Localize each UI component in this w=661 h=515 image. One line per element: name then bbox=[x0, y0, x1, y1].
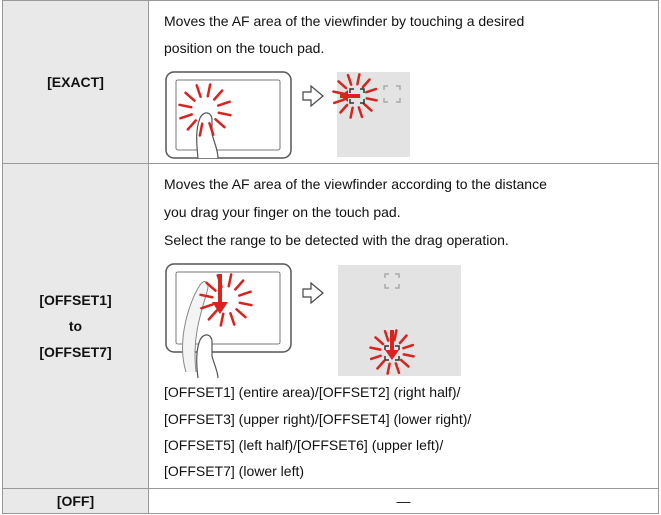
af-frame bbox=[384, 273, 400, 289]
burst-dash bbox=[369, 346, 382, 351]
burst-dash bbox=[207, 309, 218, 321]
burst-dash bbox=[357, 106, 364, 119]
af-frame bbox=[383, 85, 401, 103]
row-label-line: [OFF] bbox=[56, 493, 95, 509]
row-label-line: to bbox=[68, 318, 83, 334]
burst-dash bbox=[332, 98, 345, 105]
arrow bbox=[302, 281, 324, 305]
viewfinder bbox=[337, 72, 410, 157]
row-label-line: [OFFSET7] bbox=[39, 344, 112, 360]
row-body: — bbox=[148, 488, 659, 514]
burst-dash bbox=[195, 84, 202, 98]
text-line: Select the range to be detected with the… bbox=[164, 232, 509, 248]
burst-dash bbox=[399, 358, 410, 368]
burst-dash bbox=[234, 279, 245, 291]
burst-dash bbox=[206, 83, 212, 98]
burst-dash bbox=[402, 343, 415, 350]
burst-dash bbox=[369, 354, 382, 361]
burst-dash bbox=[365, 87, 378, 94]
burst-dash bbox=[235, 308, 247, 319]
text-line: position on the touch pad. bbox=[164, 40, 325, 56]
burst-dash bbox=[376, 359, 386, 370]
burst-dash bbox=[362, 102, 373, 112]
burst-dash bbox=[217, 100, 231, 107]
burst-dash bbox=[214, 118, 226, 129]
burst-dash bbox=[186, 119, 197, 131]
note-line: [OFFSET3] (upper right)/[OFFSET4] (lower… bbox=[164, 411, 472, 427]
burst-dash bbox=[393, 329, 398, 342]
burst-dash bbox=[217, 111, 232, 117]
burst-dash bbox=[398, 334, 408, 345]
finger bbox=[196, 334, 219, 379]
burst-dash bbox=[361, 78, 371, 89]
note-line: [OFFSET5] (left half)/[OFFSET6] (upper l… bbox=[164, 437, 444, 453]
row-label: [OFFSET1] to [OFFSET7] bbox=[2, 163, 149, 489]
burst-dash bbox=[402, 353, 415, 358]
burst-dash bbox=[184, 91, 196, 102]
text-line: Moves the AF area of the viewfinder acco… bbox=[164, 176, 547, 192]
burst-dash bbox=[199, 293, 214, 299]
burst-dash bbox=[179, 113, 193, 120]
burst-dash bbox=[383, 329, 390, 342]
burst-dash bbox=[339, 103, 349, 114]
text-line: Moves the AF area of the viewfinder by t… bbox=[164, 13, 525, 29]
note-line: [OFFSET1] (entire area)/[OFFSET2] (right… bbox=[164, 384, 461, 400]
move-arrow-head bbox=[385, 350, 399, 360]
row-label: [OFF] bbox=[2, 488, 149, 514]
burst-dash bbox=[386, 362, 391, 375]
burst-dash bbox=[238, 290, 252, 297]
dash: — bbox=[396, 493, 411, 509]
move-arrow-head bbox=[340, 90, 348, 102]
burst-dash bbox=[198, 122, 204, 137]
burst-dash bbox=[178, 103, 193, 109]
burst-dash bbox=[365, 97, 378, 102]
burst-dash bbox=[356, 73, 361, 86]
row-label-line: [OFFSET1] bbox=[39, 292, 112, 308]
burst-dash bbox=[332, 90, 345, 95]
burst-dash bbox=[374, 336, 385, 346]
burst-dash bbox=[205, 281, 217, 292]
af-frame bbox=[384, 345, 400, 361]
burst-dash bbox=[346, 73, 353, 86]
burst-dash bbox=[227, 273, 233, 288]
burst-dash bbox=[200, 303, 214, 310]
burst-dash bbox=[349, 106, 354, 119]
burst-dash bbox=[213, 89, 224, 101]
drag-arrow-head bbox=[212, 302, 228, 314]
row-label: [EXACT] bbox=[2, 0, 149, 164]
arrow bbox=[302, 84, 324, 108]
row-label-line: [EXACT] bbox=[47, 74, 104, 90]
burst-dash bbox=[337, 80, 348, 90]
burst-dash bbox=[216, 274, 223, 288]
burst-dash bbox=[394, 362, 401, 375]
note-line: [OFFSET7] (lower left) bbox=[164, 463, 305, 479]
text-line: you drag your finger on the touch pad. bbox=[164, 204, 401, 220]
burst-dash bbox=[238, 301, 253, 307]
burst-dash bbox=[208, 122, 215, 136]
burst-dash bbox=[229, 312, 236, 326]
burst-dash bbox=[219, 312, 225, 327]
af-frame bbox=[349, 88, 365, 104]
